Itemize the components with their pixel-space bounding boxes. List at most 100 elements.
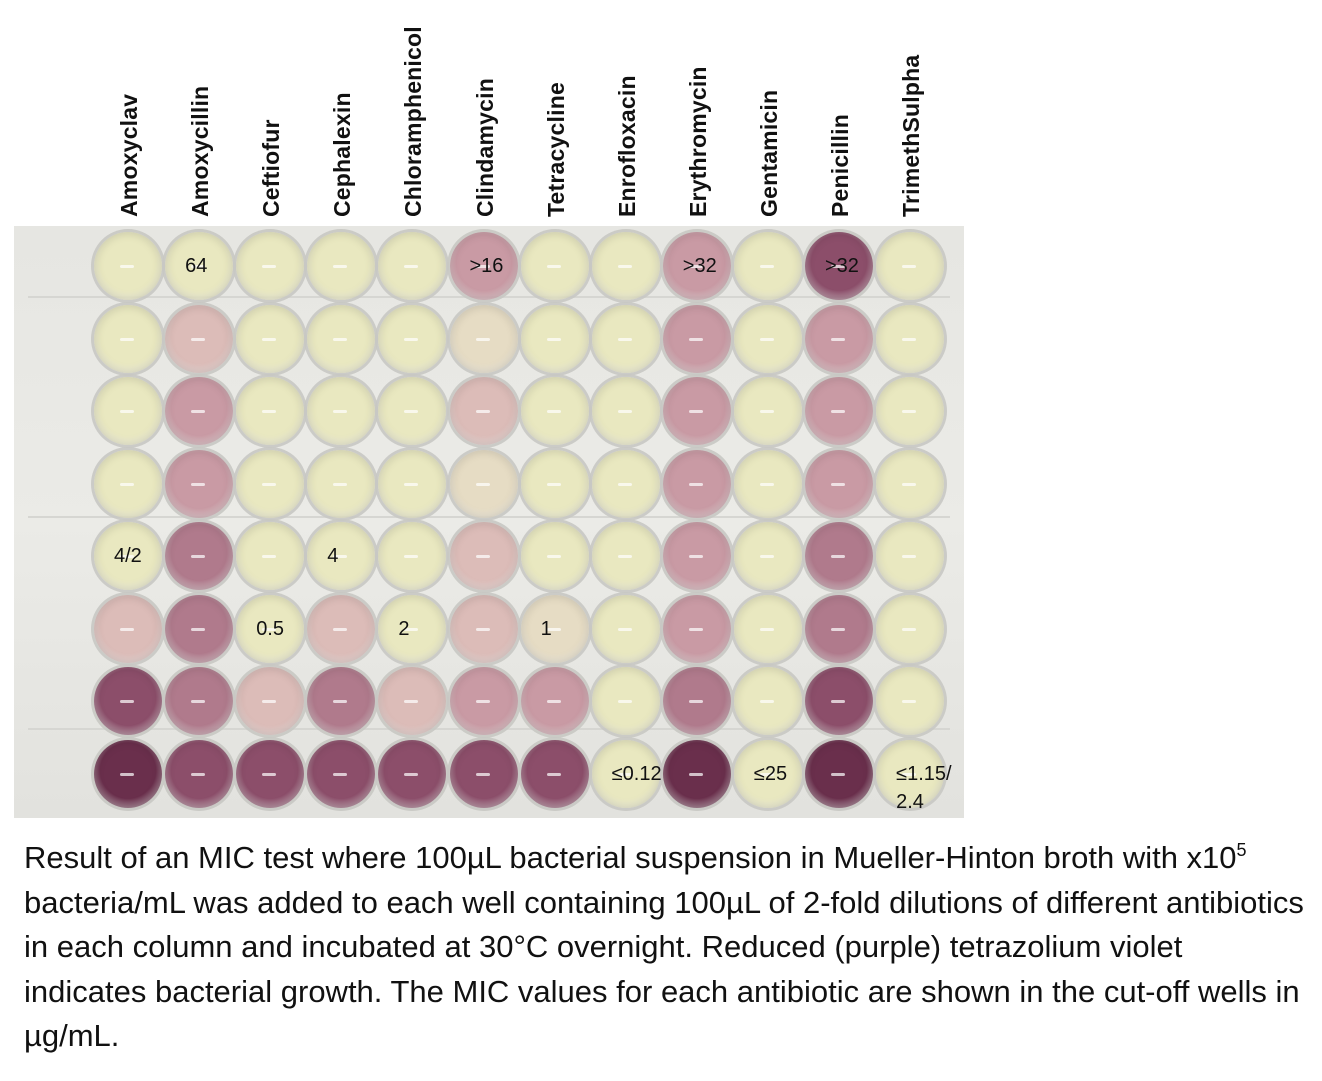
well-r7-c12 (876, 667, 945, 735)
mic-value-label: ≤0.12 (612, 764, 662, 784)
column-header-chloramphenicol: Chloramphenicol (397, 26, 457, 217)
well-r1-c4 (307, 232, 376, 300)
well-r6-c1 (94, 594, 162, 663)
well-r8-c11 (805, 739, 873, 808)
well-r7-c5 (378, 667, 447, 735)
column-header-clindamycin: Clindamycin (469, 78, 529, 217)
column-header-label: Tetracycline (542, 82, 569, 217)
mic-value-text: 0.5 (256, 617, 284, 640)
column-header-label: TrimethSulpha (898, 54, 925, 217)
mic-value-text: >16 (469, 255, 504, 277)
well-r2-c6 (449, 304, 518, 373)
mic-value-text: 2 (398, 617, 410, 640)
column-header-cephalexin: Cephalexin (326, 92, 386, 217)
well-r3-c5 (378, 377, 447, 445)
well-r5-c9 (662, 522, 731, 590)
mic-value-label: >32 (683, 256, 717, 276)
mic-value-label: 4/2 (114, 546, 142, 566)
well-r5-c5 (378, 522, 447, 590)
well-r4-c10 (733, 449, 802, 518)
mic-value-label: 4 (327, 546, 338, 566)
well-r2-c4 (307, 304, 376, 373)
mic-value-text: >32 (682, 255, 717, 277)
well-r2-c7 (520, 304, 589, 373)
mic-value-label: 2 (398, 619, 409, 639)
well-r3-c8 (591, 377, 660, 445)
well-r8-c4 (307, 739, 376, 808)
column-header-enrofloxacin: Enrofloxacin (611, 75, 671, 217)
well-r7-c1 (94, 667, 162, 735)
well-r2-c8 (591, 304, 660, 373)
well-r3-c7 (520, 377, 589, 445)
well-r8-c3 (236, 739, 305, 808)
well-r4-c9 (662, 449, 731, 518)
well-r2-c1 (94, 304, 162, 373)
well-r5-c2 (165, 522, 234, 590)
well-r1-c10 (733, 232, 802, 300)
well-r8-c12 (876, 739, 945, 808)
mic-value-label: 0.5 (256, 619, 284, 639)
well-r2-c10 (733, 304, 802, 373)
column-header-trimethsulpha: TrimethSulpha (895, 55, 955, 217)
column-header-tetracycline: Tetracycline (540, 82, 600, 217)
mic-value-text: ≤0.12 (611, 762, 662, 785)
well-r6-c2 (165, 594, 234, 663)
well-r6-c3 (236, 594, 305, 663)
well-r8-c2 (165, 739, 234, 808)
well-r6-c6 (449, 594, 518, 663)
well-r3-c3 (236, 377, 305, 445)
well-r6-c4 (307, 594, 376, 663)
well-grid (14, 226, 964, 818)
column-header-label: Chloramphenicol (400, 26, 427, 217)
column-header-penicillin: Penicillin (824, 114, 884, 217)
well-r8-c7 (520, 739, 589, 808)
well-r6-c9 (662, 594, 731, 663)
column-header-label: Gentamicin (755, 89, 782, 217)
well-r1-c11 (805, 232, 873, 300)
column-header-label: Enrofloxacin (613, 75, 640, 217)
column-header-label: Amoxyclav (116, 93, 142, 217)
column-header-erythromycin: Erythromycin (682, 66, 742, 217)
well-r7-c2 (165, 667, 234, 735)
well-r8-c10 (733, 739, 802, 808)
column-header-label: Amoxycillin (187, 85, 214, 217)
well-r8-c8 (591, 739, 660, 808)
well-r3-c1 (94, 377, 162, 445)
column-header-label: Erythromycin (684, 66, 711, 217)
column-header-gentamicin: Gentamicin (753, 90, 813, 217)
well-r5-c6 (449, 522, 518, 590)
column-header-label: Penicillin (827, 114, 853, 217)
column-header-ceftiofur: Ceftiofur (255, 119, 315, 217)
well-r4-c2 (165, 449, 234, 518)
well-r6-c5 (378, 594, 447, 663)
column-header-amoxyclav: Amoxyclav (113, 94, 173, 217)
well-r3-c4 (307, 377, 376, 445)
well-r4-c4 (307, 449, 376, 518)
column-header-label: Ceftiofur (258, 119, 285, 217)
well-r2-c2 (165, 304, 234, 373)
well-r7-c7 (520, 667, 589, 735)
figure-caption: Result of an MIC test where 100µL bacter… (24, 836, 1304, 1059)
mic-value-label: >32 (825, 256, 859, 276)
well-r5-c11 (805, 522, 873, 590)
mic-value-label: 1 (541, 619, 552, 639)
mic-value-text: >32 (825, 255, 859, 277)
mic-value-text: 4/2 (114, 545, 142, 567)
well-r5-c8 (591, 522, 660, 590)
well-r5-c3 (236, 522, 305, 590)
well-r2-c3 (236, 304, 305, 373)
well-r4-c12 (876, 449, 945, 518)
well-r1-c3 (236, 232, 305, 300)
well-r4-c7 (520, 449, 589, 518)
well-r1-c5 (378, 232, 447, 300)
caption-superscript: 5 (1236, 840, 1247, 860)
well-r6-c10 (733, 594, 802, 663)
well-r1-c1 (94, 232, 162, 300)
well-r2-c9 (662, 304, 731, 373)
well-r1-c2 (165, 232, 234, 300)
well-r7-c8 (591, 667, 660, 735)
well-r1-c12 (876, 232, 945, 300)
well-r6-c7 (520, 594, 589, 663)
well-r1-c6 (449, 232, 518, 300)
